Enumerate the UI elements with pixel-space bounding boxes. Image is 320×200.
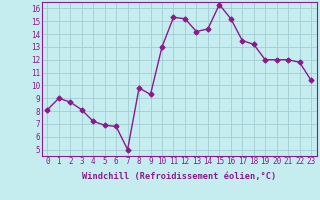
X-axis label: Windchill (Refroidissement éolien,°C): Windchill (Refroidissement éolien,°C) [82, 172, 276, 181]
